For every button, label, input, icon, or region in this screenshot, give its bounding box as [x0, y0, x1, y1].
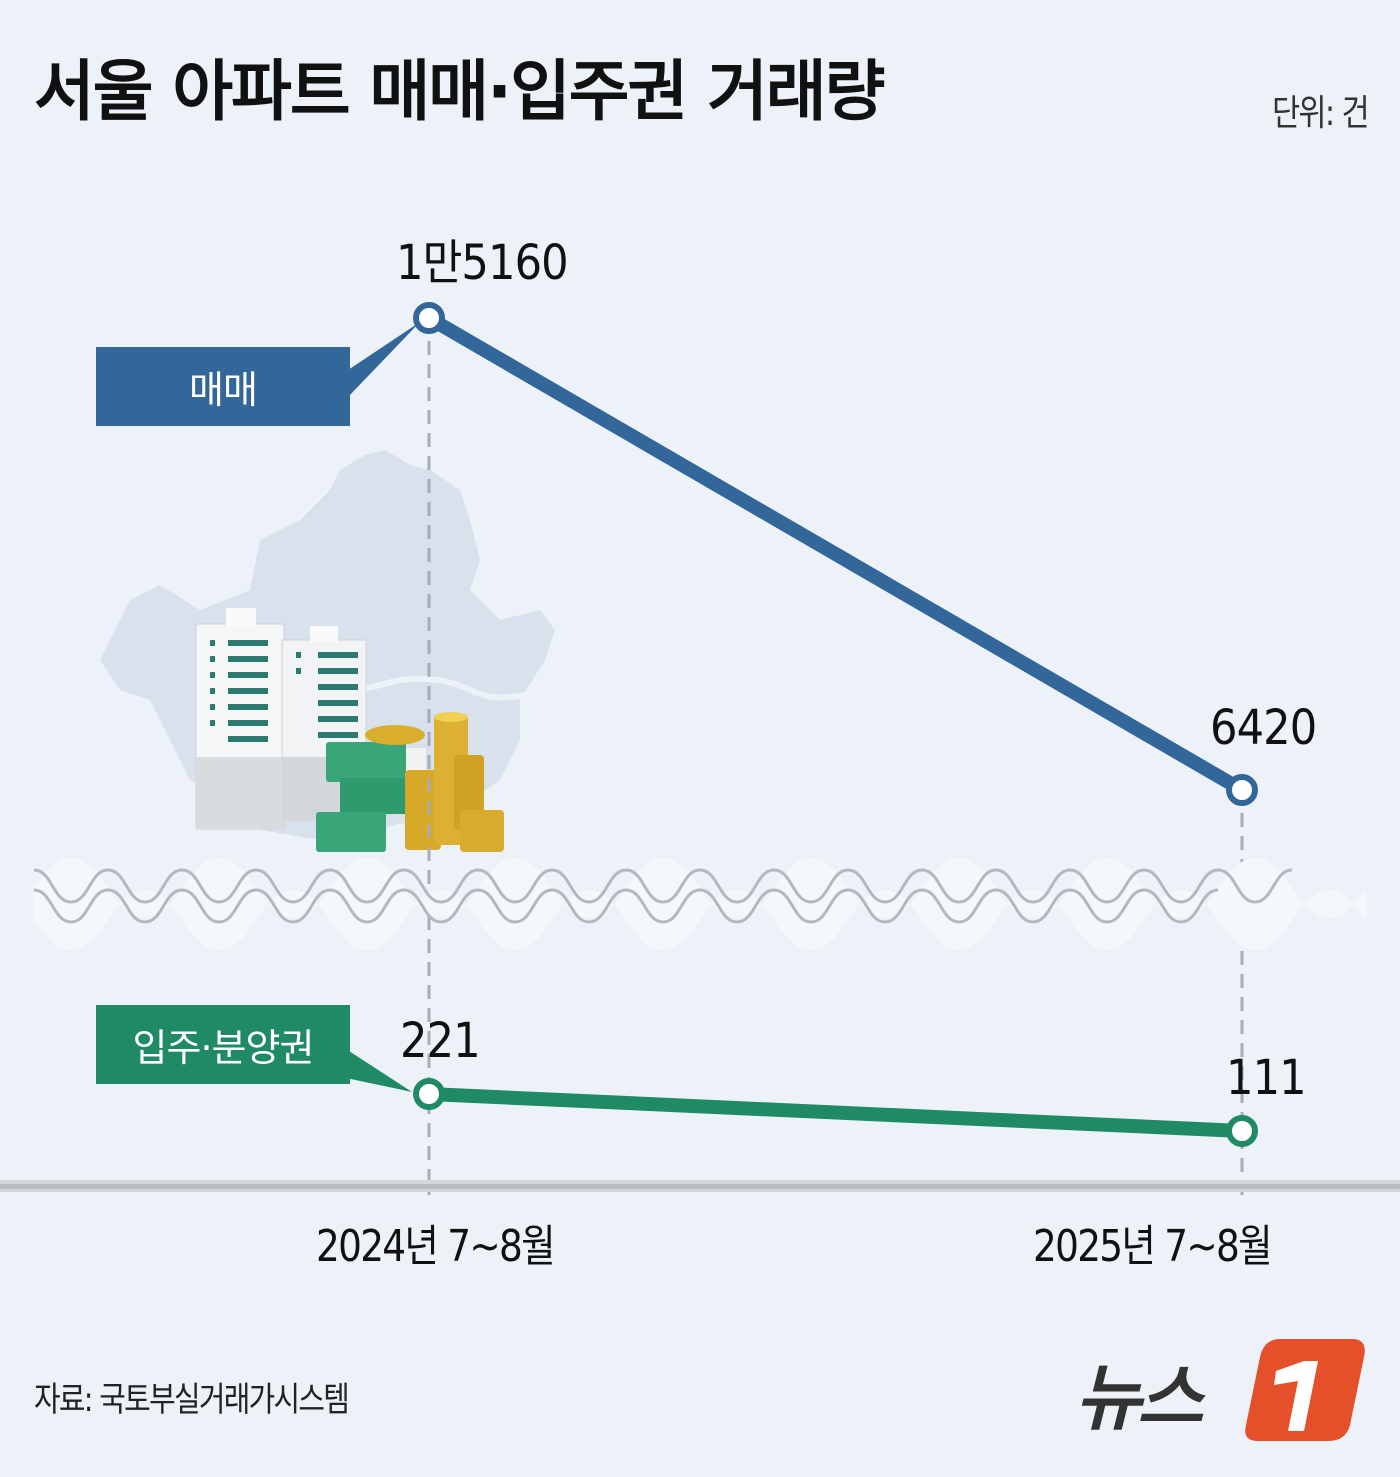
wave-lines: [33, 868, 1293, 924]
logo-mark-icon: [1245, 1339, 1365, 1441]
x-label-2024: 2024년 7~8월: [316, 1221, 556, 1272]
sale-point-2025[interactable]: [1226, 774, 1258, 806]
axis-break-wave: [34, 858, 1366, 950]
unit-label: 단위: 건: [1272, 93, 1370, 134]
sale-callout-pointer: [348, 322, 420, 397]
chart-title: 서울 아파트 매매·입주권 거래량: [34, 53, 885, 130]
occupancy-point-2024[interactable]: [413, 1078, 445, 1110]
news1-logo: 뉴스: [1075, 1335, 1370, 1445]
occupancy-value-2025: 111: [1226, 1050, 1307, 1106]
money-coins-illustration: [316, 712, 504, 852]
sale-point-2024[interactable]: [413, 302, 445, 334]
apartment-buildings-illustration: [195, 608, 367, 830]
occupancy-value-2024: 221: [400, 1013, 481, 1069]
occupancy-line: [422, 1087, 1249, 1138]
occupancy-point-2025[interactable]: [1226, 1115, 1258, 1147]
logo-text: 뉴스: [1075, 1356, 1204, 1440]
sale-value-2025: 6420: [1210, 700, 1317, 756]
x-axis-line: [0, 1184, 1400, 1189]
x-label-2025: 2025년 7~8월: [1033, 1221, 1273, 1272]
sale-series-tag: 매매: [96, 347, 350, 426]
occupancy-series-tag: 입주·분양권: [96, 1005, 350, 1084]
occupancy-callout-pointer: [346, 1049, 412, 1092]
sale-line: [422, 311, 1249, 797]
sale-value-2024: 1만5160: [396, 235, 569, 291]
source-note: 자료: 국토부실거래가시스템: [34, 1380, 350, 1420]
